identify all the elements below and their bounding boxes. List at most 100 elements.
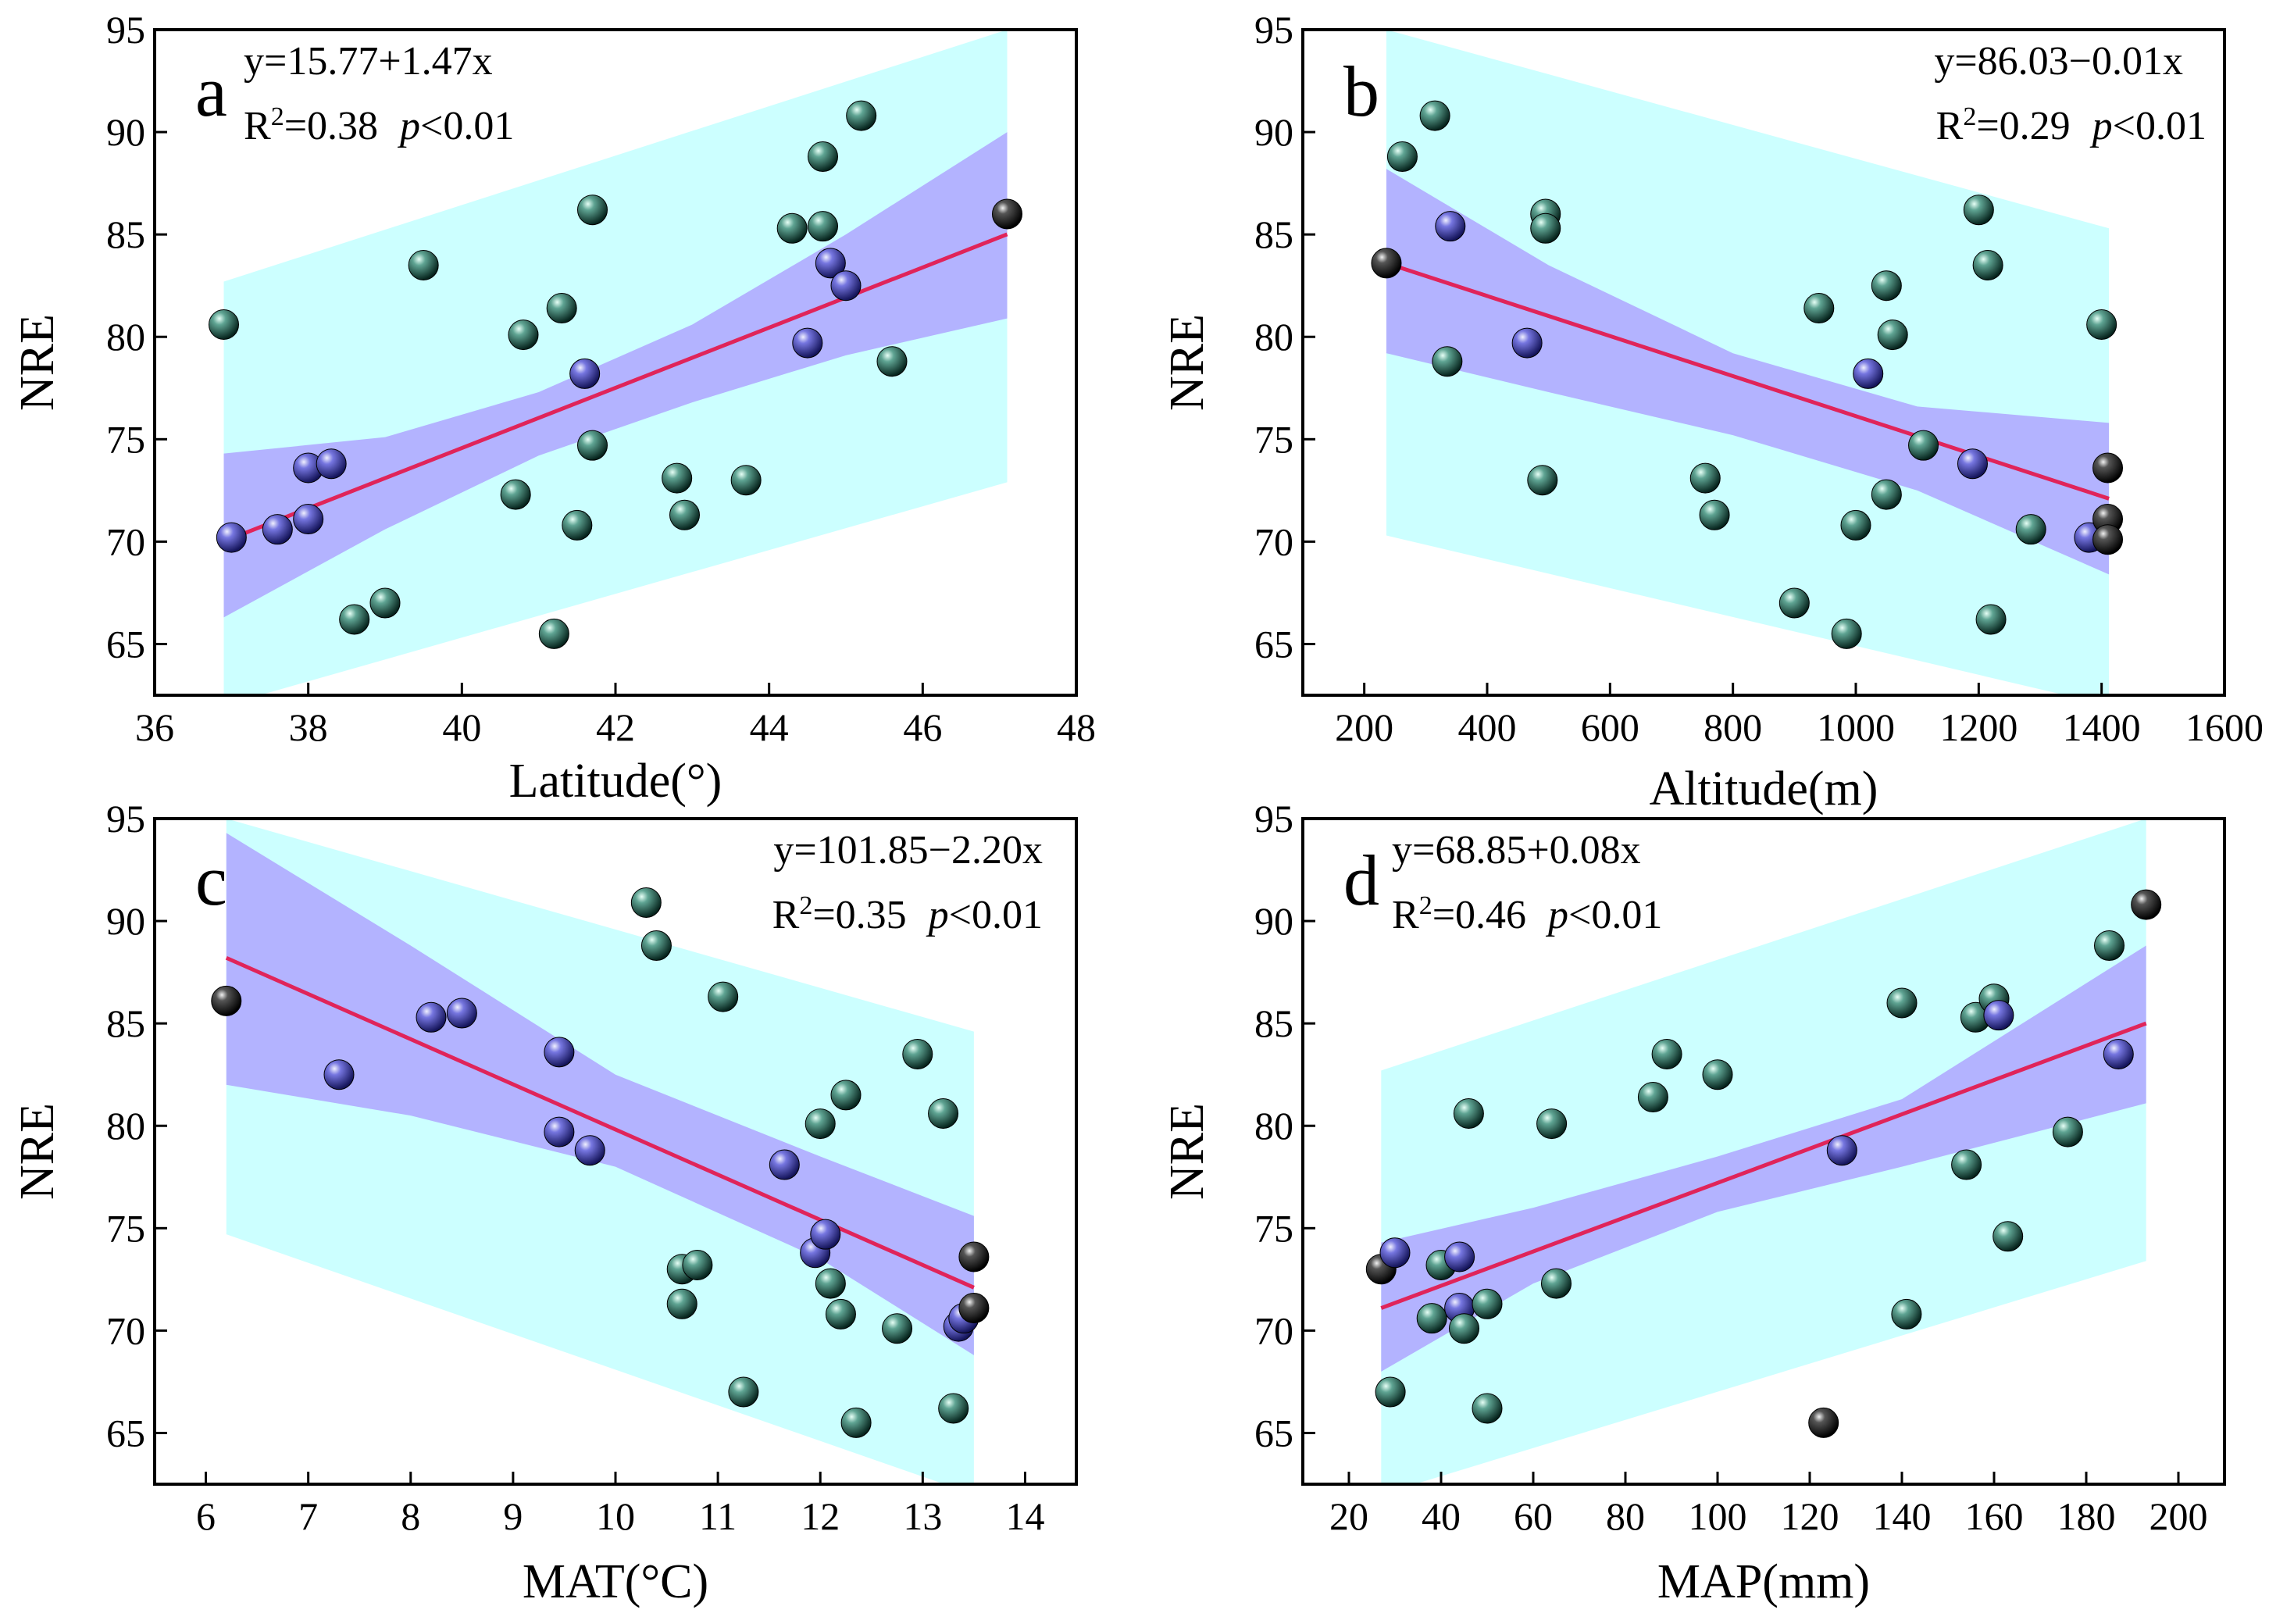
data-point [728,1376,759,1408]
data-point [808,141,838,173]
x-tick-label: 8 [401,1494,420,1538]
y-tick-label: 85 [1254,1001,1293,1045]
panel-b-stats: R2=0.29 p<0.01 [1936,102,2207,149]
y-tick-label: 80 [106,315,145,359]
p-label: p [1545,893,1568,937]
data-point [1379,1237,1411,1269]
data-point [1449,1313,1479,1344]
y-tick-label: 85 [106,212,145,256]
data-point [2131,889,2162,920]
data-point [1778,587,1810,619]
y-tick-label: 85 [1254,212,1293,256]
y-tick-label: 75 [1254,1206,1293,1250]
y-tick-label: 95 [106,8,145,52]
data-point [1472,1393,1503,1424]
panel-c-frame [153,817,1078,1486]
data-point [544,1116,575,1148]
data-point [1371,248,1402,279]
data-point [1386,141,1418,173]
data-point [792,327,823,359]
y-tick-label: 90 [106,899,145,943]
data-point [211,985,242,1016]
data-point [669,499,700,530]
confidence-band [1381,945,2146,1372]
data-point [2052,1116,2083,1148]
data-point [1803,293,1835,324]
data-point [666,1288,697,1319]
y-tick-label: 70 [106,1308,145,1352]
data-point [708,981,739,1012]
panel-c-plot-area [211,819,990,1484]
data-point [1853,358,1884,389]
data-point [1877,319,1908,351]
data-point [1702,1059,1733,1090]
panel-b-letter: b [1343,52,1379,131]
panel-d-frame [1301,817,2226,1486]
panel-a-equation: y=15.77+1.47x [244,39,493,84]
data-point [1536,1108,1568,1140]
data-point [323,1059,355,1090]
x-tick-label: 38 [289,705,328,749]
y-tick-label: 75 [106,1206,145,1250]
data-point [776,212,808,244]
data-point [2103,1038,2134,1069]
panel-b-ticks: 200 400 600 800 1000 1200 1400 1600 65 70 75 80 85 90… [1254,8,2264,749]
y-tick-label: 95 [106,797,145,841]
data-point [446,998,477,1029]
y-tick-label: 90 [106,110,145,154]
panel-d-letter: d [1343,841,1379,920]
data-point [1527,465,1558,496]
p-value: <0.01 [2113,104,2207,148]
data-point [508,319,539,351]
data-point [1840,509,1871,541]
data-point [1983,1000,2014,1031]
panel-c: 6 7 8 9 10 11 12 13 14 65 70 75 80 85 90 95 c y=101.85−… [11,797,1078,1608]
data-point [1651,1038,1682,1069]
x-tick-label: 7 [298,1494,318,1538]
x-tick-label: 80 [1606,1494,1645,1538]
panel-d-y-axis-title: NRE [1161,1103,1214,1200]
r2-value: =0.38 [284,104,378,148]
panel-c-equation: y=101.85−2.20x [773,828,1043,873]
y-tick-label: 70 [1254,1308,1293,1352]
p-value: <0.01 [420,104,514,148]
data-point [544,1037,575,1068]
data-point [1963,195,1994,226]
confidence-band [1386,169,2110,575]
panel-c-ticks: 6 7 8 9 10 11 12 13 14 65 70 75 80 85 90 95 [106,797,1044,1538]
data-point [262,514,293,545]
data-point [1637,1082,1668,1113]
data-point [562,509,593,541]
data-point [730,465,762,496]
y-tick-label: 80 [1254,1104,1293,1148]
data-point [2092,452,2124,484]
r2-prefix: R [244,104,271,148]
panel-d-plot-area [1365,819,2162,1484]
panel-a-x-axis-title: Latitude(°) [509,755,722,808]
confidence-band [226,833,974,1355]
r2-value: =0.46 [1432,893,1526,937]
panel-b-frame [1301,28,2226,697]
x-tick-label: 11 [699,1494,737,1538]
data-point [577,430,608,461]
x-tick-label: 44 [750,705,789,749]
data-point [830,270,862,302]
x-tick-label: 6 [196,1494,216,1538]
data-point [846,100,877,131]
data-point [316,448,347,480]
r2-prefix: R [1936,104,1964,148]
panel-a-plot-area [209,30,1022,695]
panel-b-plot-area [1371,30,2124,695]
fit-line [225,955,975,1290]
r2-superscript: 2 [271,102,284,131]
x-tick-label: 120 [1781,1494,1839,1538]
data-point [1908,430,1939,461]
p-value: <0.01 [1568,893,1662,937]
data-point [2015,514,2046,545]
panel-b-equation: y=86.03−0.01x [1934,39,2183,84]
data-point [1699,499,1730,530]
data-point [1972,249,2003,280]
data-point [574,1135,605,1166]
panel-a: 36 38 40 42 44 46 48 65 70 75 80 85 90 95 a y=15.77+1… [11,8,1096,808]
data-point [1432,346,1463,377]
